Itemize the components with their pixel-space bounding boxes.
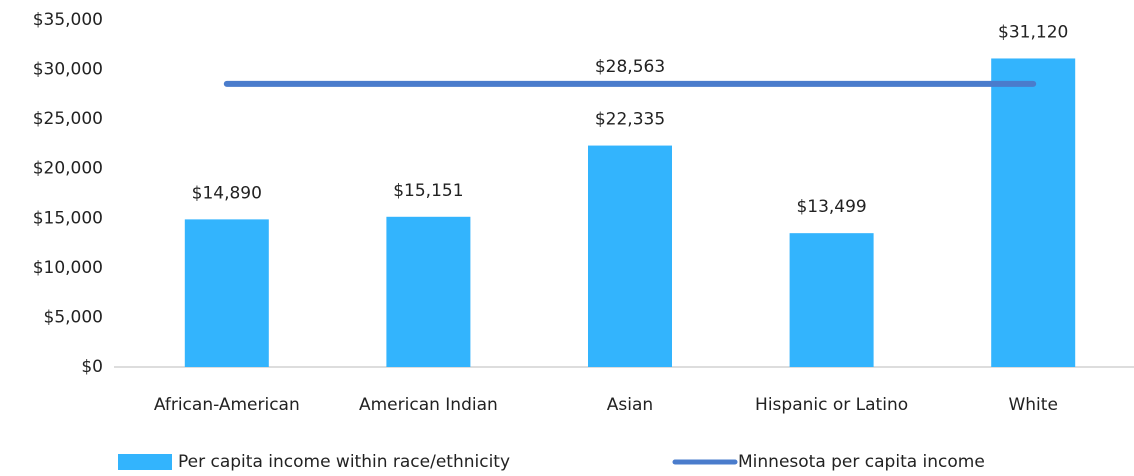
bar [588,145,672,367]
y-tick-label: $5,000 [44,307,103,327]
value-label: $15,151 [393,181,463,201]
y-tick-label: $25,000 [33,109,103,129]
bar [789,233,874,367]
x-tick-label: White [1008,395,1057,415]
value-label: $31,120 [998,22,1068,42]
value-label: $14,890 [192,183,262,203]
y-tick-label: $35,000 [33,10,103,30]
y-tick-label: $10,000 [33,258,103,278]
x-tick-label: Asian [607,395,653,415]
legend-label: Per capita income within race/ethnicity [178,452,510,472]
bar [386,216,471,367]
reference-label: $28,563 [595,57,665,77]
y-tick-label: $30,000 [33,60,103,80]
bar [991,58,1076,367]
y-tick-label: $20,000 [33,159,103,179]
value-label: $13,499 [796,197,866,217]
value-label: $22,335 [595,110,665,130]
y-tick-label: $15,000 [33,208,103,228]
y-tick-label: $0 [81,357,103,377]
legend-label: Minnesota per capita income [738,452,985,472]
x-tick-label: African-American [154,395,300,415]
x-tick-label: Hispanic or Latino [755,395,908,415]
bar [184,219,269,367]
legend-swatch [118,454,172,470]
x-tick-label: American Indian [359,395,498,415]
